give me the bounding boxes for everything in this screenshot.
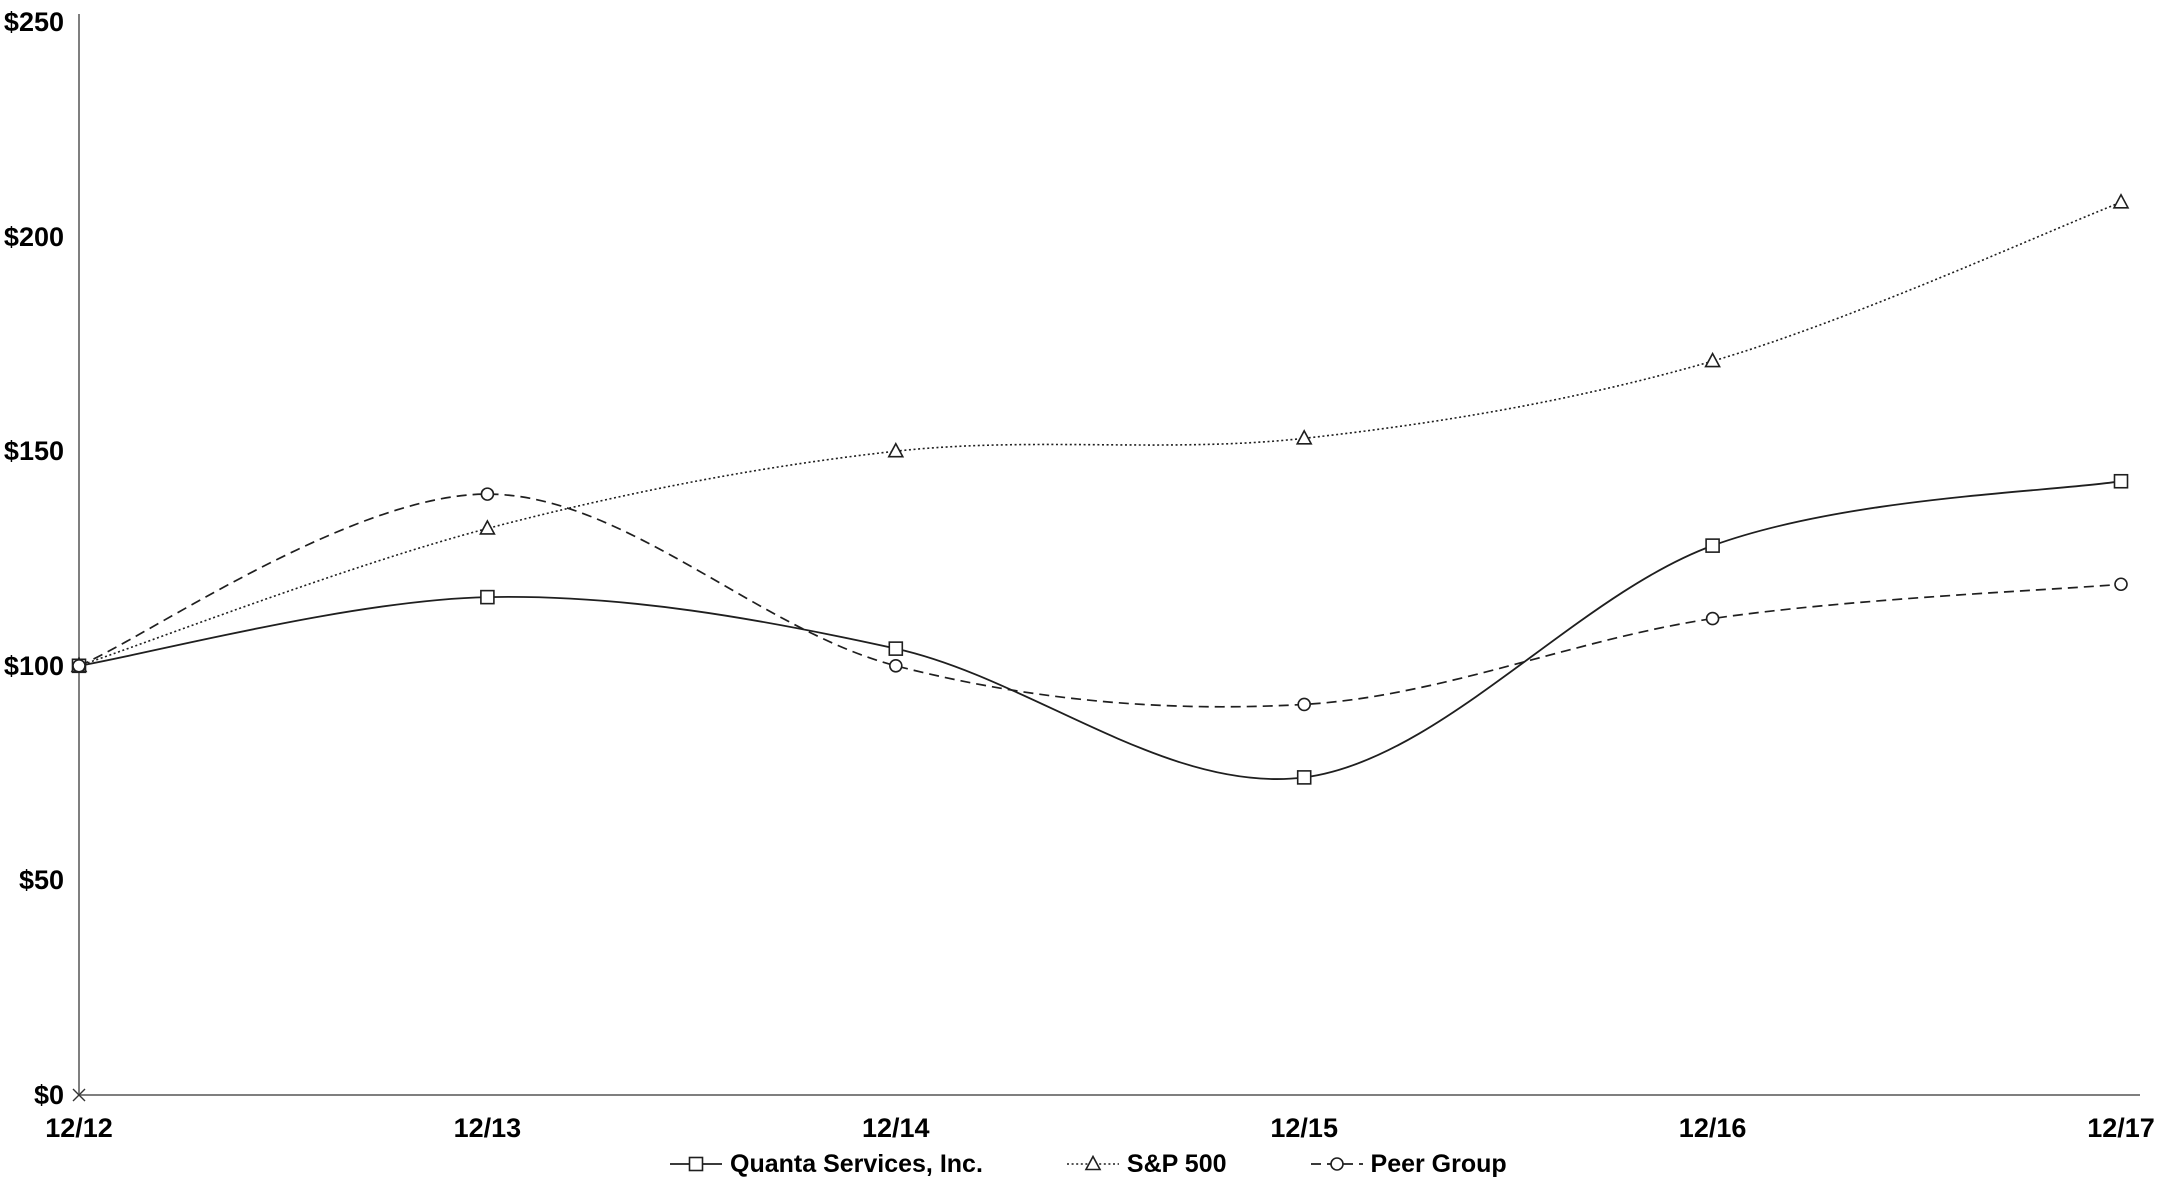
marker-circle-icon bbox=[1297, 697, 1311, 712]
chart-legend: Quanta Services, Inc. S&P 500 Peer Group bbox=[668, 1146, 1507, 1182]
x-axis-label: 12/15 bbox=[1270, 1113, 1338, 1143]
x-axis-label: 12/17 bbox=[2087, 1113, 2155, 1143]
legend-label: Peer Group bbox=[1370, 1149, 1507, 1178]
legend-item-quanta-services-inc: Quanta Services, Inc. bbox=[668, 1150, 983, 1179]
marker-triangle-icon bbox=[2112, 193, 2130, 209]
legend-item-peer-group: Peer Group bbox=[1309, 1150, 1507, 1179]
marker-square-icon bbox=[480, 589, 495, 605]
legend-solid-line-icon bbox=[670, 1156, 722, 1172]
series-line-quanta-services-inc bbox=[78, 480, 2122, 780]
origin-x-marker-icon bbox=[72, 1088, 86, 1102]
marker-circle-icon bbox=[2114, 577, 2128, 592]
x-axis-label: 12/13 bbox=[453, 1113, 522, 1143]
y-axis-label: $100 bbox=[3, 650, 64, 681]
marker-circle-icon bbox=[1705, 611, 1720, 626]
y-axis-label: $0 bbox=[33, 1080, 64, 1110]
legend-dashed-line-icon bbox=[1310, 1157, 1363, 1171]
x-axis-label: 12/14 bbox=[862, 1113, 930, 1143]
legend-item-s-p-500: S&P 500 bbox=[1065, 1150, 1227, 1179]
marker-triangle-icon bbox=[479, 519, 496, 535]
marker-triangle-icon bbox=[1295, 429, 1313, 445]
legend-dotted-line-icon bbox=[1066, 1155, 1119, 1171]
marker-circle-icon bbox=[1329, 1157, 1344, 1171]
legend-label: S&P 500 bbox=[1126, 1149, 1227, 1178]
y-axis-label: $200 bbox=[3, 221, 64, 252]
marker-circle-icon bbox=[72, 658, 86, 673]
legend-label: Quanta Services, Inc. bbox=[730, 1149, 983, 1178]
series-line-s-p-500 bbox=[78, 201, 2122, 667]
marker-square-icon bbox=[688, 1156, 704, 1172]
marker-triangle-icon bbox=[1084, 1155, 1102, 1171]
marker-triangle-icon bbox=[1704, 351, 1721, 368]
marker-circle-icon bbox=[888, 658, 903, 673]
marker-triangle-icon bbox=[887, 442, 905, 458]
marker-square-icon bbox=[888, 641, 904, 656]
y-axis-label: $150 bbox=[3, 436, 64, 467]
y-axis-label: $250 bbox=[3, 7, 64, 37]
series-line-peer-group bbox=[78, 493, 2122, 708]
marker-square-icon bbox=[2113, 473, 2129, 489]
x-axis-label: 12/16 bbox=[1678, 1113, 1747, 1143]
x-axis-label: 12/12 bbox=[45, 1113, 113, 1143]
axis-line bbox=[78, 14, 2140, 1096]
marker-square-icon bbox=[1296, 770, 1312, 785]
marker-circle-icon bbox=[480, 487, 495, 501]
y-axis-label: $50 bbox=[18, 865, 64, 896]
marker-square-icon bbox=[1705, 538, 1720, 553]
